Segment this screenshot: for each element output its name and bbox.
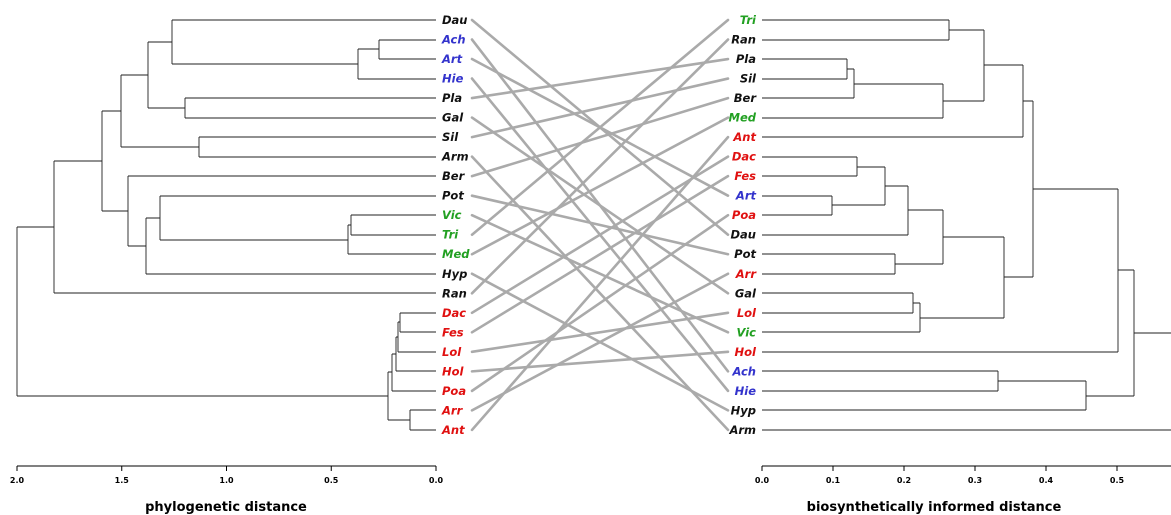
left-leaf-gal: Gal — [442, 111, 464, 125]
left-leaf-labels: Dau Ach Art Hie Pla Gal Sil Arm Ber Pot Vic Tri Med H… — [441, 13, 470, 437]
right-leaf-gal: Gal — [735, 286, 757, 300]
right-leaf-art: Art — [735, 189, 757, 203]
right-leaf-dac: Dac — [732, 150, 756, 164]
left-tick-label: 1.0 — [219, 476, 234, 485]
right-leaf-sil: Sil — [740, 72, 757, 86]
right-tick-label: 0.5 — [1110, 476, 1125, 485]
right-dendrogram: Tri Ran Pla Sil Ber Med Ant Dac Fes Art Poa Dau Pot A… — [728, 13, 1171, 437]
right-leaf-med: Med — [729, 111, 757, 125]
right-leaf-hyp: Hyp — [731, 403, 756, 417]
left-tick-label: 0.0 — [429, 476, 444, 485]
connector-arr — [470, 272, 730, 412]
right-leaf-labels: Tri Ran Pla Sil Ber Med Ant Dac Fes Art Poa Dau Pot A… — [728, 13, 757, 437]
right-leaf-tri: Tri — [740, 13, 757, 27]
left-leaf-poa: Poa — [442, 384, 466, 398]
left-leaf-vic: Vic — [442, 208, 462, 222]
connector-vic — [470, 213, 730, 334]
left-leaf-ran: Ran — [442, 286, 467, 300]
left-leaf-hyp: Hyp — [442, 267, 467, 281]
connector-dac — [470, 155, 730, 315]
right-tick-label: 0.1 — [826, 476, 841, 485]
left-leaf-arr: Arr — [441, 403, 464, 417]
left-leaf-art: Art — [441, 52, 463, 66]
right-leaf-lol: Lol — [737, 306, 757, 320]
left-leaf-ach: Ach — [441, 33, 466, 47]
left-dendrogram: Dau Ach Art Hie Pla Gal Sil Arm Ber Pot Vic Tri Med H… — [16, 13, 470, 437]
right-tick-label: 0.4 — [1039, 476, 1054, 485]
left-leaf-dac: Dac — [442, 306, 466, 320]
connector-ran — [470, 38, 730, 295]
connector-fes — [470, 174, 730, 334]
right-tick-label: 0.2 — [897, 476, 911, 485]
right-leaf-vic: Vic — [737, 325, 757, 339]
left-leaf-sil: Sil — [442, 130, 459, 144]
connector-ant — [470, 135, 730, 432]
left-tick-label: 1.5 — [115, 476, 130, 485]
connector-sil — [470, 77, 730, 139]
right-axis-title: biosynthetically informed distance — [807, 500, 1062, 515]
left-axis: 2.0 1.5 1.0 0.5 0.0 phylogenetic distance — [10, 465, 444, 515]
left-tick-label: 0.5 — [324, 476, 339, 485]
left-leaf-hol: Hol — [442, 364, 465, 378]
right-leaf-pot: Pot — [734, 247, 756, 261]
connector-pla — [470, 57, 730, 100]
right-leaf-ber: Ber — [734, 91, 758, 105]
connector-hol — [470, 350, 730, 373]
right-axis-ticks: 0.0 0.1 0.2 0.3 0.4 0.5 — [755, 466, 1125, 485]
left-leaf-med: Med — [442, 247, 470, 261]
connector-lol — [470, 311, 730, 354]
right-leaf-dau: Dau — [731, 228, 757, 242]
right-leaf-fes: Fes — [734, 169, 756, 183]
left-leaf-pla: Pla — [442, 91, 462, 105]
right-tick-label: 0.0 — [755, 476, 770, 485]
connector-ber — [470, 96, 730, 178]
connector-gal — [470, 116, 730, 295]
right-axis: 0.0 0.1 0.2 0.3 0.4 0.5 biosynthetically info… — [755, 465, 1171, 515]
left-leaf-hie: Hie — [442, 72, 464, 86]
right-leaf-ach: Ach — [731, 364, 756, 378]
left-leaf-lol: Lol — [442, 345, 462, 359]
left-tick-label: 2.0 — [10, 476, 25, 485]
left-leaf-ant: Ant — [441, 423, 465, 437]
connector-lines — [470, 18, 730, 432]
right-leaf-ant: Ant — [732, 130, 756, 144]
connector-med — [470, 116, 730, 256]
left-leaf-fes: Fes — [442, 325, 464, 339]
left-leaf-ber: Ber — [442, 169, 466, 183]
right-leaf-poa: Poa — [732, 208, 756, 222]
right-leaf-hie: Hie — [735, 384, 757, 398]
left-leaf-tri: Tri — [442, 228, 459, 242]
left-leaf-arm: Arm — [441, 150, 469, 164]
left-leaf-pot: Pot — [442, 189, 464, 203]
right-leaf-arr: Arr — [735, 267, 758, 281]
left-axis-ticks: 2.0 1.5 1.0 0.5 0.0 — [10, 466, 444, 485]
right-leaf-hol: Hol — [735, 345, 758, 359]
right-leaf-pla: Pla — [736, 52, 756, 66]
connector-arm — [470, 155, 730, 432]
right-tree-branches — [762, 19, 1171, 431]
left-axis-title: phylogenetic distance — [145, 500, 307, 515]
left-leaf-dau: Dau — [442, 13, 468, 27]
connector-poa — [470, 213, 730, 393]
connector-tri — [470, 18, 730, 237]
right-leaf-ran: Ran — [731, 33, 756, 47]
left-tree-branches — [16, 19, 436, 431]
right-leaf-arm: Arm — [728, 423, 756, 437]
right-tick-label: 0.3 — [968, 476, 982, 485]
